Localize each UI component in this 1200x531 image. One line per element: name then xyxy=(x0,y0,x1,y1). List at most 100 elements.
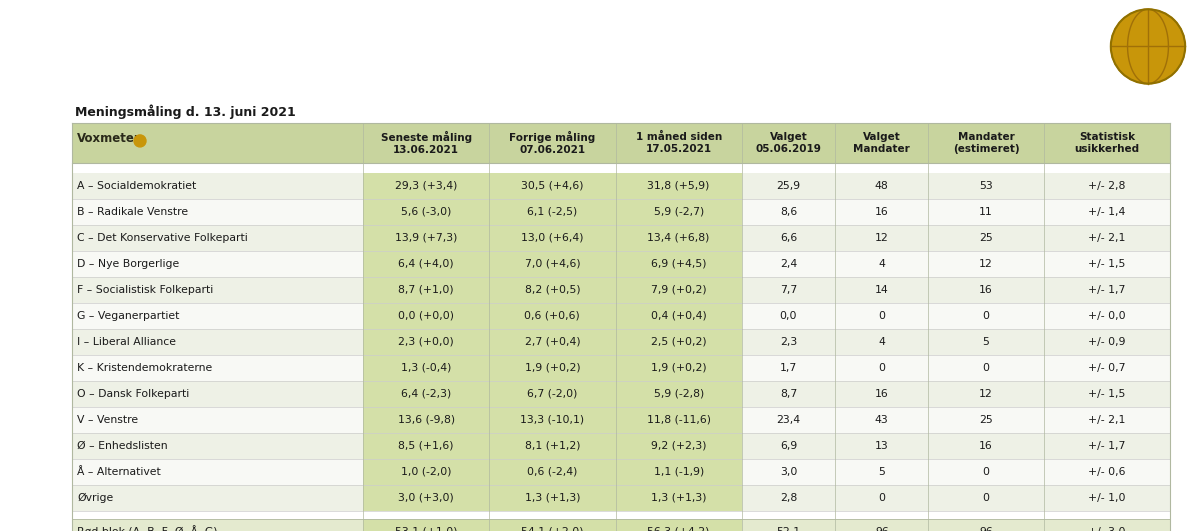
Text: 29,3 (+3,4): 29,3 (+3,4) xyxy=(395,181,457,191)
Text: 56,3 (+4,2): 56,3 (+4,2) xyxy=(648,527,710,531)
Text: +/- 0,9: +/- 0,9 xyxy=(1088,337,1126,347)
Text: 48: 48 xyxy=(875,181,889,191)
Bar xyxy=(362,407,490,433)
Text: 14: 14 xyxy=(875,285,889,295)
Text: 5: 5 xyxy=(983,337,990,347)
Text: 13,6 (-9,8): 13,6 (-9,8) xyxy=(397,415,455,425)
Bar xyxy=(72,277,1170,303)
Text: 6,7 (-2,0): 6,7 (-2,0) xyxy=(527,389,577,399)
Bar xyxy=(490,485,616,511)
Text: 54,1 (+2,0): 54,1 (+2,0) xyxy=(521,527,583,531)
Text: Å – Alternativet: Å – Alternativet xyxy=(77,467,161,477)
Text: 7,7: 7,7 xyxy=(780,285,797,295)
Text: B – Radikale Venstre: B – Radikale Venstre xyxy=(77,207,188,217)
Text: O – Dansk Folkeparti: O – Dansk Folkeparti xyxy=(77,389,190,399)
Text: 16: 16 xyxy=(875,389,889,399)
Text: 0: 0 xyxy=(878,363,886,373)
Text: 0,0: 0,0 xyxy=(780,311,797,321)
Bar xyxy=(72,407,1170,433)
Bar xyxy=(362,225,490,251)
Bar xyxy=(616,303,742,329)
Bar xyxy=(362,485,490,511)
Bar xyxy=(72,199,1170,225)
Text: 0: 0 xyxy=(983,363,990,373)
Text: 23,4: 23,4 xyxy=(776,415,800,425)
Text: 96: 96 xyxy=(875,527,889,531)
Text: 1,7: 1,7 xyxy=(780,363,797,373)
Text: 0,4 (+0,4): 0,4 (+0,4) xyxy=(650,311,707,321)
Bar xyxy=(72,433,1170,459)
Text: 11,8 (-11,6): 11,8 (-11,6) xyxy=(647,415,710,425)
Text: Hvilket parti ville du stemme på: Hvilket parti ville du stemme på xyxy=(22,26,490,58)
Bar xyxy=(616,355,742,381)
Text: 53,1 (+1,0): 53,1 (+1,0) xyxy=(395,527,457,531)
Bar xyxy=(490,251,616,277)
Text: 1,9 (+0,2): 1,9 (+0,2) xyxy=(524,363,580,373)
Bar xyxy=(362,173,490,199)
Text: K – Kristendemokraterne: K – Kristendemokraterne xyxy=(77,363,212,373)
Text: 8,7: 8,7 xyxy=(780,389,797,399)
Bar xyxy=(72,329,1170,355)
Bar xyxy=(490,329,616,355)
Text: 2,5 (+0,2): 2,5 (+0,2) xyxy=(650,337,707,347)
Bar xyxy=(362,381,490,407)
Text: Valget
Mandater: Valget Mandater xyxy=(853,132,910,155)
Bar xyxy=(616,407,742,433)
Text: 52,1: 52,1 xyxy=(776,527,800,531)
Bar xyxy=(72,459,1170,485)
Text: 13,3 (-10,1): 13,3 (-10,1) xyxy=(521,415,584,425)
Text: 2,4: 2,4 xyxy=(780,259,797,269)
Text: 53: 53 xyxy=(979,181,992,191)
Text: Seneste måling
13.06.2021: Seneste måling 13.06.2021 xyxy=(380,131,472,156)
Bar xyxy=(616,485,742,511)
Text: 6,1 (-2,5): 6,1 (-2,5) xyxy=(527,207,577,217)
Bar xyxy=(616,519,742,531)
Bar xyxy=(362,459,490,485)
Text: 2,8: 2,8 xyxy=(780,493,797,503)
Text: Ø – Enhedslisten: Ø – Enhedslisten xyxy=(77,441,168,451)
Bar xyxy=(616,459,742,485)
Text: +/- 1,0: +/- 1,0 xyxy=(1088,493,1126,503)
Text: 96: 96 xyxy=(979,527,992,531)
Text: 0,6 (+0,6): 0,6 (+0,6) xyxy=(524,311,581,321)
Text: hvis der var folketingsvalg i morgen?: hvis der var folketingsvalg i morgen? xyxy=(22,65,563,93)
Bar xyxy=(490,303,616,329)
Text: +/- 1,5: +/- 1,5 xyxy=(1088,259,1126,269)
Text: 3,0 (+3,0): 3,0 (+3,0) xyxy=(398,493,454,503)
Bar xyxy=(72,251,1170,277)
Bar xyxy=(72,123,1170,163)
Text: +/- 1,7: +/- 1,7 xyxy=(1088,285,1126,295)
Text: 2,3: 2,3 xyxy=(780,337,797,347)
Text: 16: 16 xyxy=(979,441,992,451)
Text: 8,6: 8,6 xyxy=(780,207,797,217)
Text: A – Socialdemokratiet: A – Socialdemokratiet xyxy=(77,181,197,191)
Bar xyxy=(72,381,1170,407)
Text: Voxmeter: Voxmeter xyxy=(920,25,1130,64)
Text: Øvrige: Øvrige xyxy=(77,493,113,503)
Text: 13,0 (+6,4): 13,0 (+6,4) xyxy=(521,233,583,243)
Text: 11: 11 xyxy=(979,207,992,217)
Text: V – Venstre: V – Venstre xyxy=(77,415,138,425)
Text: 2,3 (+0,0): 2,3 (+0,0) xyxy=(398,337,454,347)
Text: 1,9 (+0,2): 1,9 (+0,2) xyxy=(650,363,707,373)
Bar xyxy=(362,329,490,355)
Text: 13,9 (+7,3): 13,9 (+7,3) xyxy=(395,233,457,243)
Text: Valget
05.06.2019: Valget 05.06.2019 xyxy=(756,132,821,155)
Bar xyxy=(490,199,616,225)
Bar xyxy=(362,519,490,531)
Text: 1,3 (-0,4): 1,3 (-0,4) xyxy=(401,363,451,373)
Bar xyxy=(72,485,1170,511)
Circle shape xyxy=(1111,10,1186,84)
Text: 8,7 (+1,0): 8,7 (+1,0) xyxy=(398,285,454,295)
Text: 13,4 (+6,8): 13,4 (+6,8) xyxy=(648,233,710,243)
Text: 25: 25 xyxy=(979,415,992,425)
Bar xyxy=(490,355,616,381)
Text: I – Liberal Alliance: I – Liberal Alliance xyxy=(77,337,176,347)
Text: F – Socialistisk Folkeparti: F – Socialistisk Folkeparti xyxy=(77,285,214,295)
Text: 0: 0 xyxy=(878,493,886,503)
Text: 1 måned siden
17.05.2021: 1 måned siden 17.05.2021 xyxy=(636,132,721,155)
Text: 5,6 (-3,0): 5,6 (-3,0) xyxy=(401,207,451,217)
Text: 8,5 (+1,6): 8,5 (+1,6) xyxy=(398,441,454,451)
Bar xyxy=(490,459,616,485)
Text: 0: 0 xyxy=(983,467,990,477)
